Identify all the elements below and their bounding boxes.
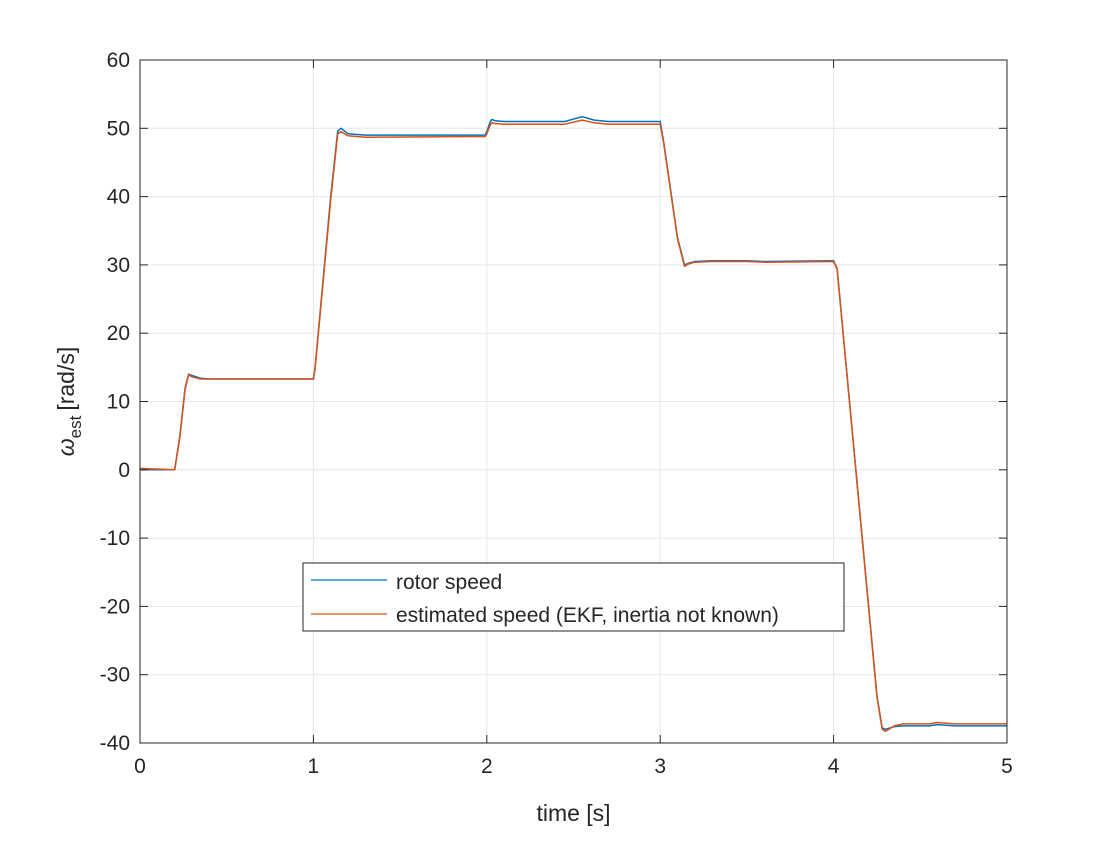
x-tick-labels: 0 1 2 3 4 5 [134,755,1013,778]
y-tick-label: 0 [118,459,130,482]
y-tick-label: 40 [107,186,130,209]
x-axis-label: time [s] [536,800,610,826]
x-tick-label: 0 [134,755,146,778]
y-tick-label: -30 [100,664,130,687]
y-tick-label: 30 [107,254,130,277]
legend: rotor speed estimated speed (EKF, inerti… [302,562,845,632]
y-axis-unit: [rad/s] [53,347,79,411]
x-tick-label: 5 [1001,755,1013,778]
y-axis-subscript: est [66,415,85,438]
series-line-1 [139,119,1007,733]
y-tick-label: -10 [100,527,130,550]
y-tick-label: 10 [107,391,130,414]
x-tick-label: 3 [654,755,666,778]
x-tick-label: 1 [308,755,320,778]
y-tick-label: 60 [107,49,130,72]
legend-box [302,562,845,632]
y-axis-symbol: ω [53,438,79,456]
legend-label-estimated-speed: estimated speed (EKF, inertia not known) [396,604,779,627]
y-axis-label: ωest [rad/s] [53,347,85,457]
y-tick-label: 20 [107,322,130,345]
data-series [139,115,1007,733]
y-tick-label: -20 [100,595,130,618]
y-tick-label: -40 [100,732,130,755]
legend-label-rotor-speed: rotor speed [396,571,502,594]
y-tick-labels: -40 -30 -20 -10 0 10 20 30 40 50 60 [100,49,130,755]
axis-ticks [139,59,1008,744]
y-tick-label: 50 [107,117,130,140]
x-tick-label: 2 [481,755,493,778]
x-tick-label: 4 [828,755,840,778]
